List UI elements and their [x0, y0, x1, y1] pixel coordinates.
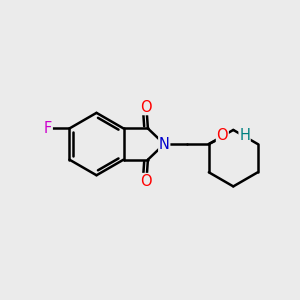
Text: O: O [217, 128, 228, 142]
Text: H: H [239, 128, 250, 142]
Text: N: N [159, 136, 170, 152]
Text: F: F [44, 121, 52, 136]
Text: O: O [141, 174, 152, 189]
Text: O: O [141, 100, 152, 115]
